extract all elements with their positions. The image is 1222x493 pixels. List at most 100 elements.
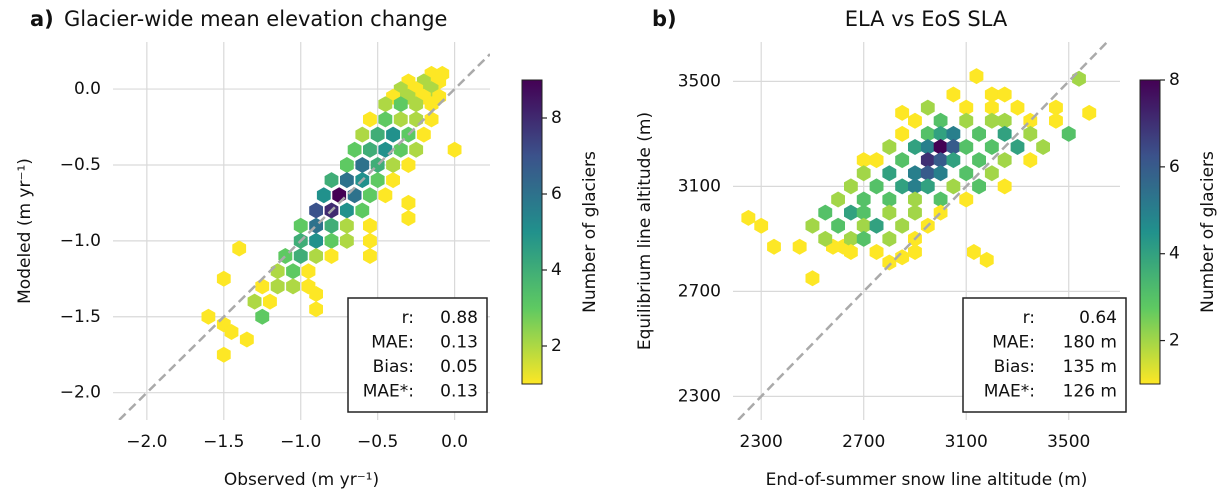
panel-label: a): [30, 7, 54, 31]
chart-title: ELA vs EoS SLA: [845, 7, 1008, 31]
hexbin-cell: [895, 217, 910, 234]
hexbin-cell: [959, 165, 974, 182]
hexbin-cell: [416, 126, 431, 143]
hexbin-cell: [340, 217, 354, 234]
x-tick-label: 3500: [1047, 432, 1090, 452]
hexbin-cell: [920, 139, 935, 155]
hexbin-cell: [316, 187, 331, 204]
hexbin-cell: [216, 270, 231, 287]
plot-area: [118, 53, 490, 420]
hexbin-cell: [946, 86, 961, 103]
hexbin-cell: [856, 217, 871, 234]
colorbar-tick-label: 8: [551, 108, 562, 128]
hexbin-cell: [946, 139, 961, 155]
hexbin-cell: [920, 99, 935, 116]
hexbin-cell: [1010, 139, 1025, 155]
y-tick-label: 3500: [678, 71, 721, 91]
hexbin-cell: [908, 244, 922, 260]
x-tick-label: 0.0: [441, 432, 468, 452]
y-tick-label: −0.5: [60, 155, 101, 175]
hexbin-cell: [972, 125, 986, 142]
hexbin-cell: [856, 204, 871, 221]
hexbin-cell: [920, 178, 935, 195]
y-tick-label: 3100: [678, 176, 721, 196]
hexbin-cell: [409, 111, 424, 128]
hexbin-cell: [301, 263, 316, 280]
colorbar: [1139, 79, 1161, 385]
hexbin-cell: [332, 187, 347, 204]
hexbin-cell: [1049, 112, 1063, 129]
hexbin-cell: [270, 263, 285, 280]
hexbin-cell: [363, 141, 377, 158]
plot-area: [737, 42, 1109, 420]
hexbin-cell: [340, 157, 354, 173]
colorbar-tick-label: 4: [1169, 244, 1180, 264]
hexbin-cell: [856, 191, 871, 208]
hexbin-cell: [908, 139, 922, 155]
hexbin-cell: [882, 139, 897, 155]
colorbar-tick-label: 2: [551, 336, 562, 356]
colorbar-tick-label: 8: [1169, 70, 1180, 90]
hexbin-cell: [309, 301, 323, 318]
hexbin-cell: [324, 172, 339, 189]
hexbin-cell: [984, 86, 999, 103]
stats-value: 0.88: [440, 308, 478, 328]
colorbar-tick-label: 6: [1169, 157, 1180, 177]
hexbin-cell: [933, 191, 948, 208]
hexbin-cell: [972, 178, 986, 195]
stats-label: MAE*:: [363, 382, 414, 402]
hexbin-cell: [1049, 99, 1063, 116]
stats-value: 0.64: [1079, 308, 1117, 328]
hexbin-cell: [393, 96, 408, 113]
hexbin-cell: [908, 165, 922, 182]
hexbin-cell: [933, 152, 948, 169]
stats-value: 0.13: [440, 382, 478, 402]
hexbin-cell: [997, 152, 1012, 169]
hexbin-cell: [370, 172, 385, 189]
hexbin-cell: [856, 152, 871, 169]
one-to-one-line: [737, 42, 1109, 420]
colorbar-tick-label: 2: [1169, 331, 1180, 351]
hexbin-cell: [270, 278, 285, 295]
hexbin-cell: [216, 346, 231, 363]
x-axis-label: Observed (m yr⁻¹): [224, 470, 379, 490]
hexbin-cell: [805, 217, 820, 234]
hexbin-cell: [363, 111, 377, 128]
stats-box: [962, 297, 1127, 413]
x-axis-label: End-of-summer snow line altitude (m): [766, 470, 1088, 490]
stats-value: 0.13: [440, 333, 478, 353]
hexbin-cell: [255, 278, 270, 295]
y-axis-label: Modeled (m yr⁻¹): [15, 158, 35, 304]
hexbin-cell: [401, 194, 416, 211]
hexbin-cell: [920, 152, 935, 169]
hexbin-cell: [386, 126, 400, 143]
hexbin-cell: [869, 152, 884, 169]
hexbin-cell: [378, 187, 393, 204]
stats-label: Bias:: [994, 357, 1035, 377]
hexbin-cell: [309, 232, 323, 249]
hexbin-cell: [972, 152, 986, 169]
colorbar-tick-label: 4: [551, 260, 562, 280]
hexbin-cell: [393, 111, 408, 128]
hexbin-cell: [920, 165, 935, 182]
hexbin-cell: [933, 165, 948, 182]
hexbin-cell: [895, 104, 910, 121]
hexbin-cell: [378, 111, 393, 128]
y-axis-label: Equilibrium line altitude (m): [635, 112, 655, 350]
stats-value: 180 m: [1063, 333, 1117, 353]
hexbin-cell: [767, 238, 781, 255]
hexbin-cell: [895, 249, 910, 266]
hexbin-cell: [255, 308, 270, 325]
hexbin-cell: [959, 191, 974, 208]
hexbin-cell: [386, 172, 400, 189]
hexbin-cell: [424, 96, 439, 113]
y-tick-label: 0.0: [74, 79, 101, 99]
hexbin-cell: [378, 141, 393, 158]
hexbin-cell: [959, 99, 974, 116]
hexbin-cell: [882, 254, 897, 271]
hexbin-cell: [1023, 152, 1038, 169]
hexbin-cell: [363, 217, 377, 234]
hexbin-cell: [347, 187, 362, 204]
hexbin-cell: [908, 112, 922, 129]
hexbin-cell: [355, 126, 370, 143]
